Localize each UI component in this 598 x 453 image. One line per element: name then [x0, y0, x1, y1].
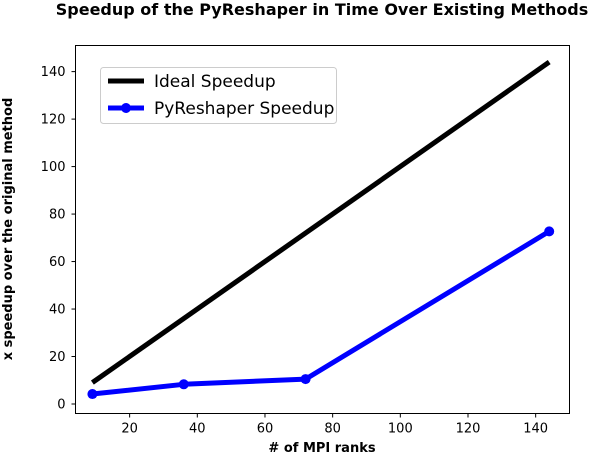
- legend-label-ideal-speedup: Ideal Speedup: [154, 72, 276, 92]
- x-tick-label: 140: [523, 422, 548, 437]
- chart-title: Speedup of the PyReshaper in Time Over E…: [56, 0, 589, 19]
- data-point-pyreshaper-speedup: [87, 389, 98, 400]
- y-axis-ticks: 0 20 40 60 80 100 120 140: [41, 65, 76, 413]
- x-axis-label: # of MPI ranks: [268, 441, 375, 453]
- data-point-pyreshaper-speedup: [544, 226, 555, 237]
- x-tick-label: 20: [121, 422, 138, 437]
- series-line-ideal-speedup: [90, 60, 551, 385]
- chart-legend: Ideal Speedup PyReshaper Speedup: [100, 67, 337, 124]
- y-tick-label: 120: [41, 113, 66, 128]
- x-tick-label: 100: [388, 422, 413, 437]
- x-tick-label: 120: [456, 422, 481, 437]
- x-tick-label: 40: [189, 422, 206, 437]
- y-tick-label: 60: [49, 255, 66, 270]
- plot-data-layer: [87, 60, 555, 400]
- data-point-pyreshaper-speedup: [300, 374, 311, 385]
- x-axis-ticks: 20 40 60 80 100 120 140: [121, 413, 548, 437]
- plot-area-frame: [75, 45, 570, 414]
- y-axis-label: x speedup over the original method: [1, 98, 16, 361]
- y-tick-label: 20: [49, 350, 66, 365]
- y-tick-label: 140: [41, 65, 66, 80]
- data-point-pyreshaper-speedup: [178, 379, 189, 390]
- x-tick-label: 80: [324, 422, 341, 437]
- legend-marker-pyreshaper-speedup: [121, 103, 131, 113]
- y-tick-label: 40: [49, 303, 66, 318]
- y-tick-label: 80: [49, 208, 66, 223]
- x-tick-label: 60: [257, 422, 274, 437]
- series-line-pyreshaper-speedup: [92, 229, 551, 397]
- legend-box: [100, 67, 337, 124]
- y-tick-label: 100: [41, 160, 66, 175]
- legend-label-pyreshaper-speedup: PyReshaper Speedup: [154, 99, 334, 119]
- y-tick-label: 0: [57, 398, 65, 413]
